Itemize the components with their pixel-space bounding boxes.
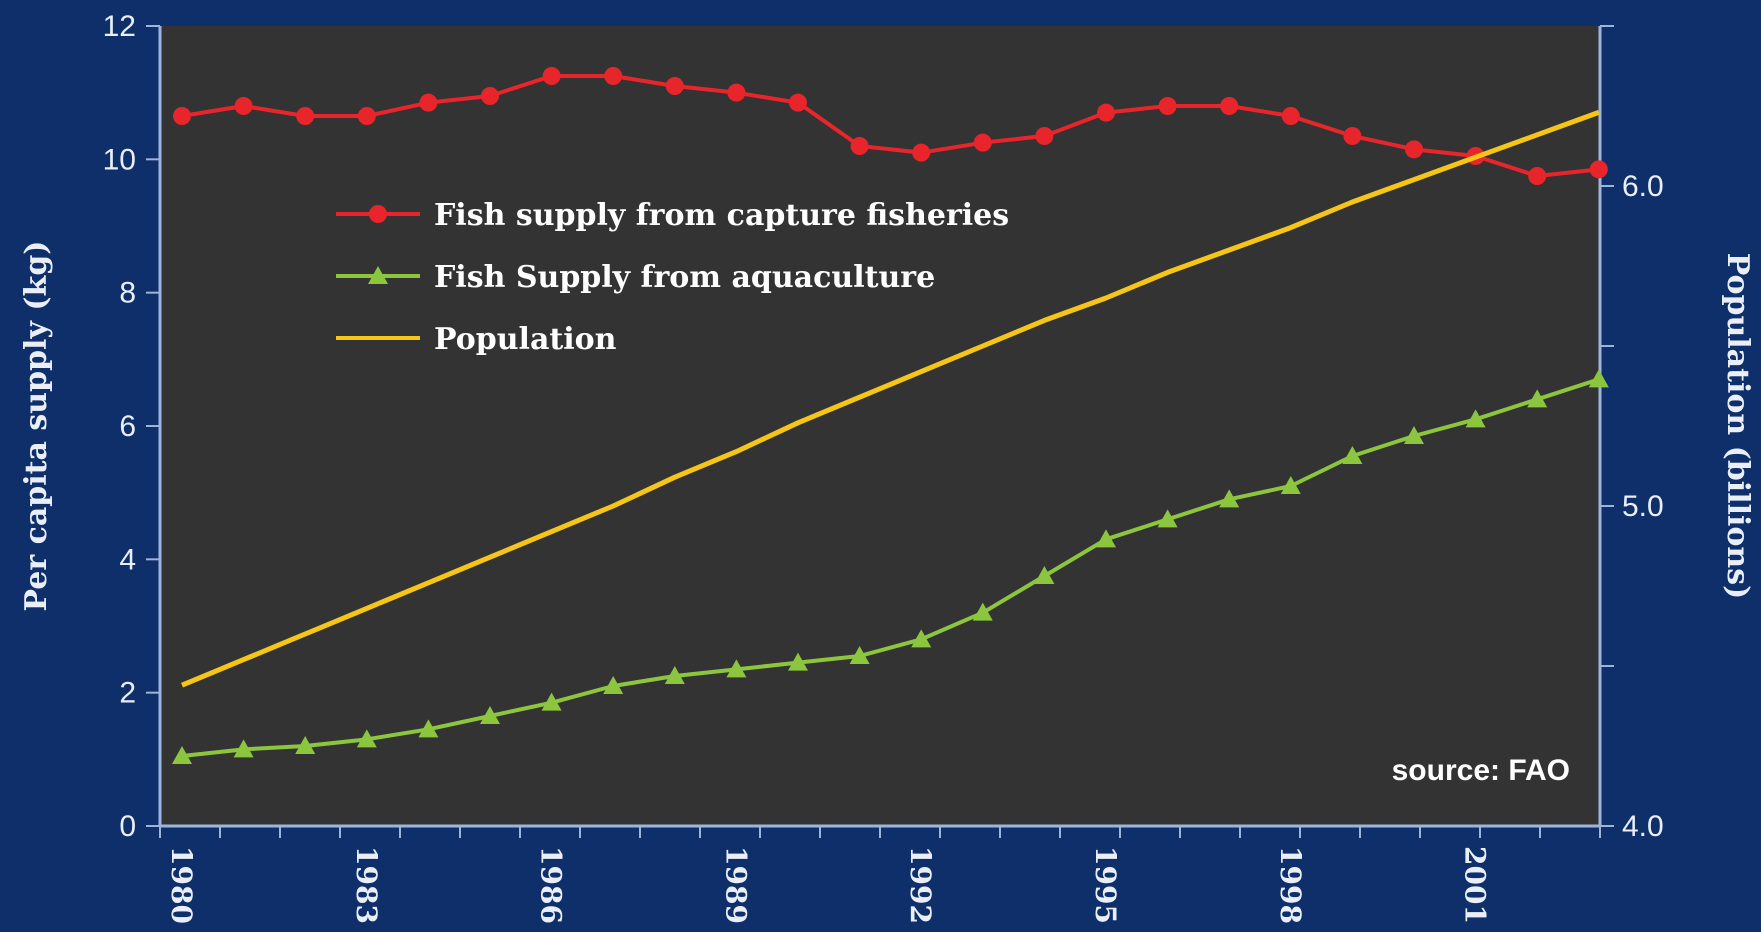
data-point [850, 137, 869, 155]
y2-ticks: 4.0 5.0 6.0 [1600, 25, 1664, 843]
data-point [295, 736, 316, 754]
legend-label-aquaculture: Fish Supply from aquaculture [434, 260, 935, 295]
data-point [972, 602, 993, 621]
data-point [1220, 97, 1239, 115]
x-ticks: 1980 1983 1986 1989 1992 1995 1998 2001 [165, 846, 1492, 924]
series-line-1 [181, 377, 1600, 758]
x-tick-label: 1995 [1089, 846, 1122, 924]
x-tick-label: 1986 [535, 846, 568, 924]
x-tick-label: 1989 [719, 846, 752, 924]
y2-tick-label: 5.0 [1622, 490, 1664, 523]
data-point [1527, 389, 1548, 408]
data-point [1158, 97, 1177, 115]
series-layer [172, 67, 1609, 764]
y-tick-label: 6 [119, 410, 136, 443]
data-point [1035, 127, 1054, 145]
data-point [233, 739, 254, 758]
data-point [234, 97, 253, 115]
data-point [357, 107, 376, 125]
legend-label-capture: Fish supply from capture fisheries [434, 198, 1009, 233]
data-point [1589, 160, 1608, 179]
y-tick-label: 4 [119, 543, 136, 576]
data-point [1097, 103, 1115, 122]
data-point [1528, 167, 1547, 185]
data-point [1280, 476, 1301, 494]
data-point [603, 676, 624, 694]
data-point [1343, 127, 1362, 145]
data-point [419, 93, 438, 112]
data-point [1465, 409, 1486, 428]
data-point [727, 83, 746, 102]
x-tick-label: 1980 [165, 846, 198, 924]
x-tick-label: 2001 [1459, 846, 1492, 924]
data-point [1096, 529, 1116, 548]
data-point [481, 87, 499, 105]
data-point [296, 107, 315, 125]
data-point [542, 67, 561, 85]
y2-axis-title: Population (billions) [1720, 253, 1755, 600]
legend-marker-capture [369, 205, 387, 223]
data-point [418, 719, 439, 738]
data-point [788, 652, 808, 671]
y-ticks: 0 2 4 6 8 10 12 [103, 10, 160, 843]
series-line-0 [181, 74, 1600, 178]
data-point [173, 107, 191, 125]
x-tick-marks [159, 826, 1601, 838]
data-point [973, 133, 992, 152]
y-axis-title: Per capita supply (kg) [19, 241, 54, 612]
data-point [1034, 566, 1055, 584]
data-point [912, 143, 931, 162]
data-point [789, 93, 807, 112]
x-tick-label: 1992 [904, 846, 937, 924]
legend-marker-aquaculture [368, 266, 388, 284]
legend-label-population: Population [434, 322, 617, 357]
data-point [1342, 446, 1363, 464]
data-point [541, 692, 562, 711]
data-point [665, 77, 684, 95]
y-tick-label: 2 [119, 677, 136, 710]
y-tick-label: 0 [119, 810, 136, 843]
y-tick-label: 8 [119, 277, 136, 310]
data-point [1157, 509, 1178, 528]
data-point [1219, 489, 1240, 508]
data-point [1588, 369, 1609, 388]
data-point [172, 746, 192, 764]
data-point [911, 629, 932, 648]
legend: Fish supply from capture fisheries Fish … [336, 198, 1009, 357]
y-tick-label: 12 [103, 10, 136, 43]
data-point [1281, 107, 1300, 125]
x-tick-label: 1998 [1274, 846, 1307, 924]
plot-area [160, 26, 1600, 826]
data-point [849, 646, 870, 664]
y-tick-label: 10 [103, 143, 136, 176]
data-point [1405, 140, 1423, 159]
data-point [480, 706, 500, 724]
data-point [604, 67, 623, 85]
data-point [664, 666, 685, 684]
series-line-2 [181, 110, 1600, 688]
y2-tick-label: 6.0 [1622, 170, 1664, 203]
data-point [356, 729, 377, 748]
data-point [1404, 426, 1424, 444]
data-point [726, 659, 747, 678]
x-tick-label: 1983 [350, 846, 383, 924]
y2-tick-label: 4.0 [1622, 810, 1664, 843]
source-label: source: FAO [1392, 754, 1570, 787]
